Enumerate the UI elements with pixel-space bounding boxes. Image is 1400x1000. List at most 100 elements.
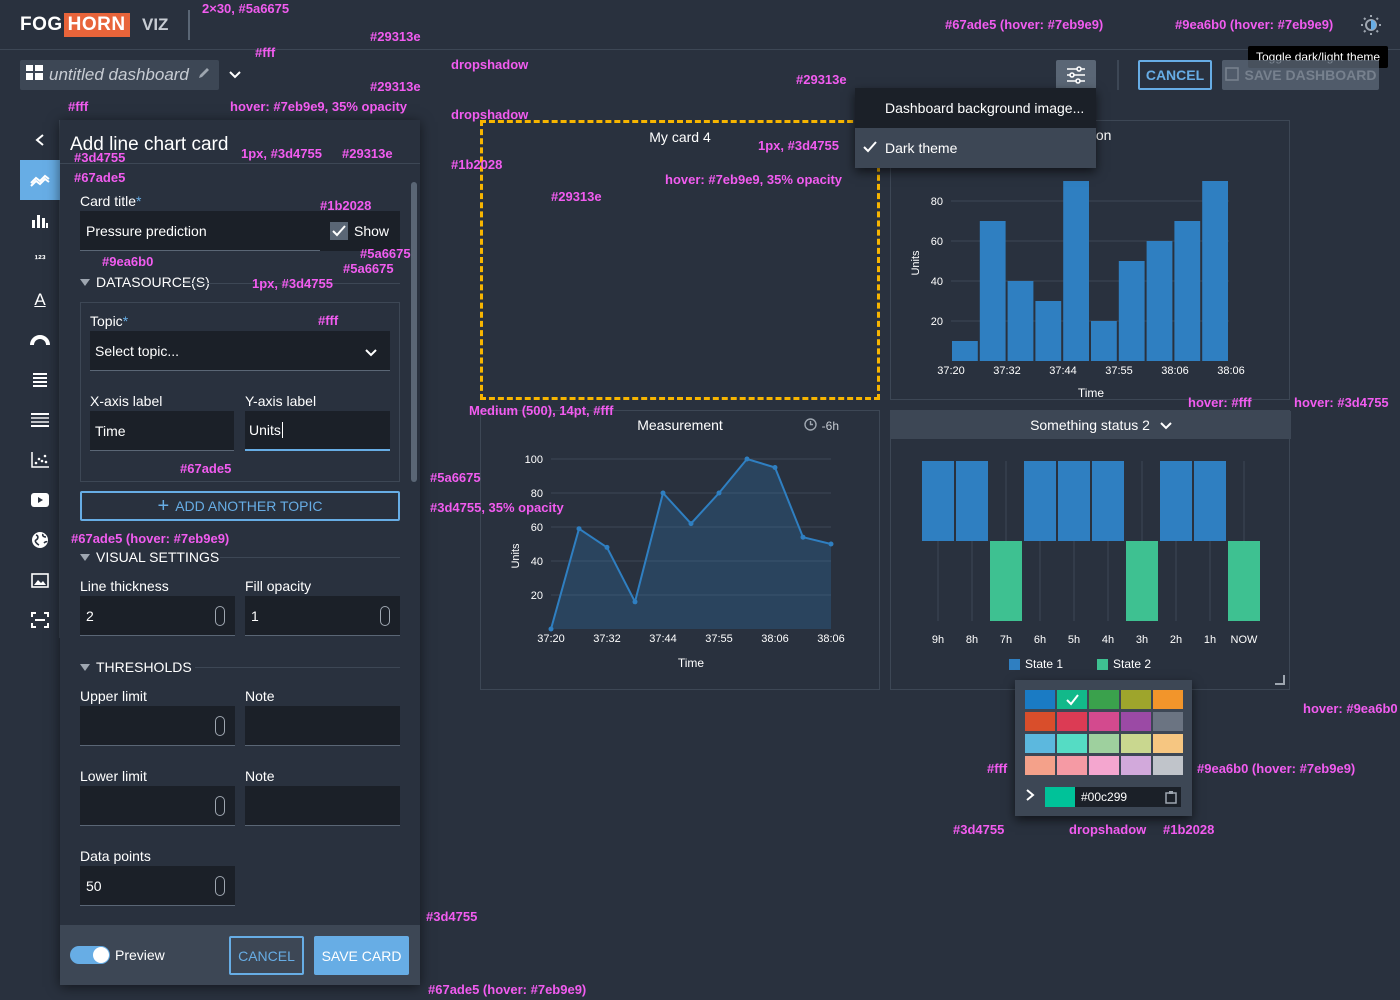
color-swatch[interactable] — [1025, 734, 1055, 753]
scatter-icon[interactable] — [20, 440, 60, 480]
card-status[interactable]: Something status 2 9h 8h 7h 6h 5h 4h 3h 2h 1h NOW… — [890, 410, 1291, 690]
color-swatch[interactable] — [1089, 712, 1119, 731]
chevron-right-icon[interactable] — [1025, 788, 1035, 807]
data-point — [548, 626, 554, 632]
upper-limit-label: Upper limit — [80, 688, 147, 704]
color-swatch[interactable] — [1057, 734, 1087, 753]
stepper-icon[interactable] — [380, 605, 390, 626]
card-title-label: Card title* — [80, 193, 142, 209]
color-swatch[interactable] — [1025, 690, 1055, 709]
color-swatch[interactable] — [1089, 690, 1119, 709]
show-checkbox[interactable]: Show — [320, 211, 400, 251]
hex-input[interactable]: #00c299 — [1075, 787, 1181, 807]
color-swatch[interactable] — [1089, 734, 1119, 753]
datasources-section-toggle[interactable]: DATASOURCE(S) — [80, 274, 210, 290]
color-swatch[interactable] — [1057, 712, 1087, 731]
list-icon[interactable] — [20, 360, 60, 400]
color-swatch[interactable] — [1089, 756, 1119, 775]
image-icon[interactable] — [20, 560, 60, 600]
color-swatch[interactable] — [1121, 712, 1151, 731]
save-card-button[interactable]: SAVE CARD — [314, 936, 409, 975]
upper-limit-input[interactable] — [80, 706, 235, 746]
time-range[interactable]: -6h — [803, 418, 839, 434]
annotation-label: #5a6675 — [360, 246, 411, 261]
color-swatch[interactable] — [1153, 712, 1183, 731]
line-chart-icon[interactable] — [20, 160, 60, 200]
color-swatch[interactable] — [1057, 690, 1087, 709]
card-header-hover — [891, 411, 1291, 439]
panel-scrollbar[interactable] — [411, 182, 417, 482]
chevron-down-icon[interactable] — [1159, 418, 1173, 436]
save-dashboard-button[interactable]: SAVE DASHBOARD — [1222, 60, 1379, 90]
data-points-input[interactable]: 50 — [80, 866, 235, 906]
number-icon[interactable]: ¹²³ — [34, 254, 46, 266]
color-swatch[interactable] — [1121, 734, 1151, 753]
card-title-input[interactable]: Pressure prediction — [80, 211, 320, 251]
gauge-icon[interactable] — [20, 320, 60, 360]
eyedropper-icon[interactable] — [1165, 790, 1177, 809]
dashboard-name[interactable]: untitled dashboard — [49, 65, 189, 84]
collapse-chevron-left-icon[interactable] — [20, 120, 60, 160]
y-tick-label: 20 — [531, 590, 543, 602]
bar-chart-icon[interactable] — [20, 200, 60, 240]
topic-select[interactable]: Select topic... — [90, 331, 390, 371]
color-swatch[interactable] — [1121, 756, 1151, 775]
color-swatch[interactable] — [1153, 756, 1183, 775]
lower-note-input[interactable] — [245, 786, 400, 826]
x-axis-input[interactable]: Time — [90, 411, 234, 451]
lower-limit-label: Lower limit — [80, 768, 147, 784]
settings-sliders-icon[interactable] — [1056, 60, 1096, 90]
color-swatch[interactable] — [1025, 756, 1055, 775]
legend-state-2[interactable]: State 2 — [1097, 657, 1151, 671]
upper-note-input[interactable] — [245, 706, 400, 746]
color-swatch[interactable] — [1153, 734, 1183, 753]
cancel-dashboard-button[interactable]: CANCEL — [1138, 60, 1212, 90]
y-tick-label: 100 — [525, 454, 543, 466]
data-point — [800, 534, 806, 540]
data-point — [688, 521, 694, 527]
menu-item-label: Dashboard background image... — [885, 100, 1085, 116]
table-icon[interactable] — [20, 400, 60, 440]
section-divider — [180, 283, 400, 284]
upper-note-label: Note — [245, 688, 275, 704]
color-swatch[interactable] — [1025, 712, 1055, 731]
stepper-icon[interactable] — [215, 795, 225, 816]
card-measurement[interactable]: Measurement -6h 20 40 60 80 100 37:20 37:32 37:… — [480, 410, 880, 690]
bar-state-2 — [1126, 541, 1158, 621]
theme-toggle-icon[interactable] — [1360, 14, 1382, 36]
dashboard-name-field[interactable]: untitled dashboard — [20, 60, 219, 90]
preview-label: Preview — [115, 947, 165, 963]
globe-icon[interactable] — [20, 520, 60, 560]
y-axis-input[interactable]: Units — [245, 411, 390, 451]
fill-opacity-value: 1 — [251, 607, 259, 624]
card-my-card-4[interactable]: My card 4 — [480, 120, 880, 400]
color-swatch[interactable] — [1121, 690, 1151, 709]
fill-opacity-input[interactable]: 1 — [245, 596, 400, 636]
section-divider — [220, 557, 400, 558]
line-thickness-input[interactable]: 2 — [80, 596, 235, 636]
preview-toggle[interactable] — [70, 946, 110, 964]
save-icon — [1224, 66, 1239, 84]
stepper-icon[interactable] — [215, 715, 225, 736]
x-tick-label: 4h — [1102, 634, 1114, 646]
color-swatch[interactable] — [1057, 756, 1087, 775]
video-icon[interactable] — [20, 480, 60, 520]
text-icon[interactable]: A — [34, 290, 46, 309]
chevron-down-icon[interactable] — [226, 65, 244, 85]
visual-settings-toggle[interactable]: VISUAL SETTINGS — [80, 549, 219, 565]
stepper-icon[interactable] — [215, 875, 225, 896]
lower-limit-input[interactable] — [80, 786, 235, 826]
color-swatch[interactable] — [1153, 690, 1183, 709]
menu-item-dark-theme[interactable]: Dark theme — [855, 128, 1096, 168]
pencil-icon[interactable] — [197, 66, 211, 85]
thresholds-toggle[interactable]: THRESHOLDS — [80, 659, 192, 675]
add-topic-button[interactable]: + ADD ANOTHER TOPIC — [80, 491, 400, 521]
stepper-icon[interactable] — [215, 605, 225, 626]
legend-state-1[interactable]: State 1 — [1009, 657, 1063, 671]
screenshot-icon[interactable] — [20, 600, 60, 640]
annotation-label: #fff — [987, 761, 1008, 776]
resize-handle-icon[interactable] — [1275, 675, 1285, 685]
y-tick-label: 60 — [931, 236, 943, 248]
cancel-card-button[interactable]: CANCEL — [229, 936, 304, 975]
menu-item-background-image[interactable]: Dashboard background image... — [855, 88, 1096, 128]
